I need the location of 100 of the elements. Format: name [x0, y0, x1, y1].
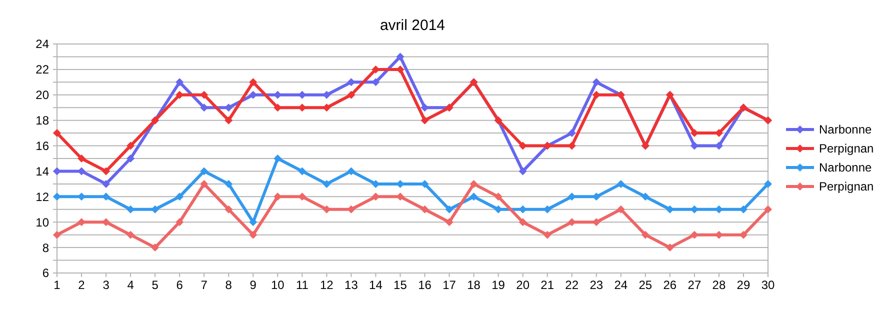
x-tick-label: 21	[540, 278, 554, 292]
x-tick-label: 8	[225, 278, 232, 292]
point	[102, 192, 110, 201]
point	[616, 205, 625, 214]
point	[396, 52, 404, 61]
x-tick-label: 9	[250, 278, 257, 292]
point	[53, 192, 61, 201]
point	[347, 90, 356, 99]
point	[592, 78, 600, 86]
y-tick-label: 8	[42, 240, 50, 255]
point	[176, 218, 184, 226]
point	[176, 192, 184, 201]
point	[494, 192, 502, 201]
y-tick-label: 24	[36, 37, 50, 52]
y-tick-label: 20	[36, 88, 50, 102]
point	[126, 154, 135, 162]
x-tick-label: 28	[712, 278, 726, 292]
x-tick-label: 17	[442, 278, 456, 292]
point	[249, 78, 258, 86]
point	[764, 205, 772, 214]
point	[78, 167, 86, 176]
x-tick-label: 14	[369, 278, 383, 292]
point	[518, 167, 527, 176]
y-tick-label: 18	[36, 114, 50, 128]
x-tick-label: 13	[344, 278, 358, 292]
legend-label: Narbonne	[819, 160, 872, 175]
x-tick-label: 23	[590, 278, 604, 292]
point	[176, 78, 184, 86]
point	[78, 154, 86, 162]
point	[616, 180, 625, 188]
point	[224, 180, 233, 188]
x-tick-label: 11	[296, 278, 309, 292]
point	[200, 167, 208, 176]
x-tick-label: 2	[78, 278, 86, 292]
y-tick-label: 22	[36, 62, 50, 77]
point	[568, 192, 576, 201]
point	[249, 230, 258, 239]
point	[224, 205, 233, 214]
point	[200, 90, 208, 99]
point	[322, 180, 331, 188]
x-tick-label: 24	[614, 278, 628, 292]
x-tick-label: 25	[638, 278, 652, 292]
x-tick-label: 5	[152, 278, 159, 292]
x-tick-label: 10	[270, 278, 285, 292]
x-tick-label: 3	[102, 278, 110, 292]
x-tick-label: 18	[467, 278, 481, 292]
point	[151, 244, 160, 252]
x-tick-label: 19	[492, 278, 506, 292]
point	[666, 244, 674, 252]
x-tick-label: 6	[176, 278, 184, 292]
x-tick-label: 7	[200, 278, 208, 292]
point	[690, 142, 698, 150]
point	[641, 230, 650, 239]
point	[666, 205, 674, 214]
x-tick-label: 29	[736, 278, 750, 292]
point	[543, 230, 552, 239]
point	[641, 192, 650, 201]
point	[53, 129, 61, 138]
point	[102, 218, 110, 226]
point	[420, 116, 429, 124]
y-tick-label: 10	[36, 215, 50, 230]
x-tick-label: 16	[418, 278, 432, 292]
x-tick-label: 27	[688, 278, 702, 292]
point	[249, 218, 258, 226]
y-tick-label: 16	[36, 138, 50, 153]
x-tick-label: 15	[394, 278, 408, 292]
x-tick-label: 1	[54, 278, 61, 292]
point	[470, 180, 478, 188]
chart-title: avril 2014	[380, 17, 446, 34]
point	[126, 142, 135, 150]
y-tick-label: 6	[42, 266, 50, 280]
point	[445, 218, 454, 226]
point	[445, 205, 454, 214]
x-tick-label: 4	[127, 278, 134, 292]
x-tick-label: 30	[761, 278, 775, 292]
x-tick-label: 22	[565, 278, 579, 292]
legend-label: Narbonne	[819, 122, 872, 137]
point	[470, 192, 478, 201]
x-tick-label: 20	[516, 278, 530, 292]
point	[690, 230, 698, 239]
point	[53, 230, 61, 239]
point	[420, 205, 429, 214]
y-tick-label: 14	[36, 164, 50, 178]
y-tick-label: 12	[36, 190, 50, 204]
point	[347, 167, 356, 176]
point	[764, 180, 772, 188]
point	[518, 218, 527, 226]
legend-label: Perpignan	[819, 142, 874, 156]
x-tick-label: 12	[320, 278, 334, 292]
point	[592, 90, 600, 99]
point	[224, 116, 233, 124]
point	[298, 167, 306, 176]
point	[151, 205, 160, 214]
point	[53, 167, 61, 176]
point	[102, 167, 110, 176]
point	[126, 230, 135, 239]
point	[200, 180, 208, 188]
x-tick-label: 26	[663, 278, 677, 292]
point	[102, 180, 110, 188]
point	[274, 154, 282, 162]
